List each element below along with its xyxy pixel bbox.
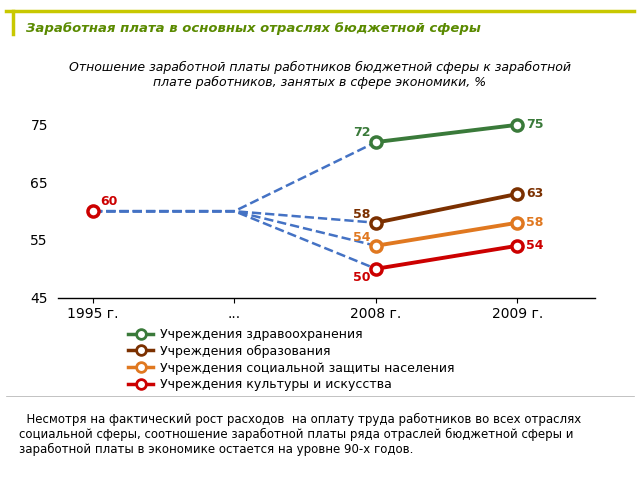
- Text: 72: 72: [353, 126, 371, 139]
- Text: 54: 54: [353, 231, 371, 244]
- Text: 63: 63: [526, 187, 543, 201]
- Text: 54: 54: [526, 239, 543, 252]
- Text: 75: 75: [526, 118, 543, 132]
- Text: 58: 58: [526, 216, 543, 229]
- Text: Заработная плата в основных отраслях бюджетной сферы: Заработная плата в основных отраслях бюд…: [26, 22, 481, 35]
- Text: 50: 50: [353, 271, 371, 284]
- Text: Отношение заработной платы работников бюджетной сферы к заработной
плате работни: Отношение заработной платы работников бю…: [69, 60, 571, 89]
- Text: 60: 60: [100, 195, 117, 208]
- Text: Несмотря на фактический рост расходов  на оплату труда работников во всех отрасл: Несмотря на фактический рост расходов на…: [19, 413, 582, 456]
- Legend: Учреждения здравоохранения, Учреждения образования, Учреждения социальной защиты: Учреждения здравоохранения, Учреждения о…: [129, 328, 454, 391]
- Text: 58: 58: [353, 208, 371, 221]
